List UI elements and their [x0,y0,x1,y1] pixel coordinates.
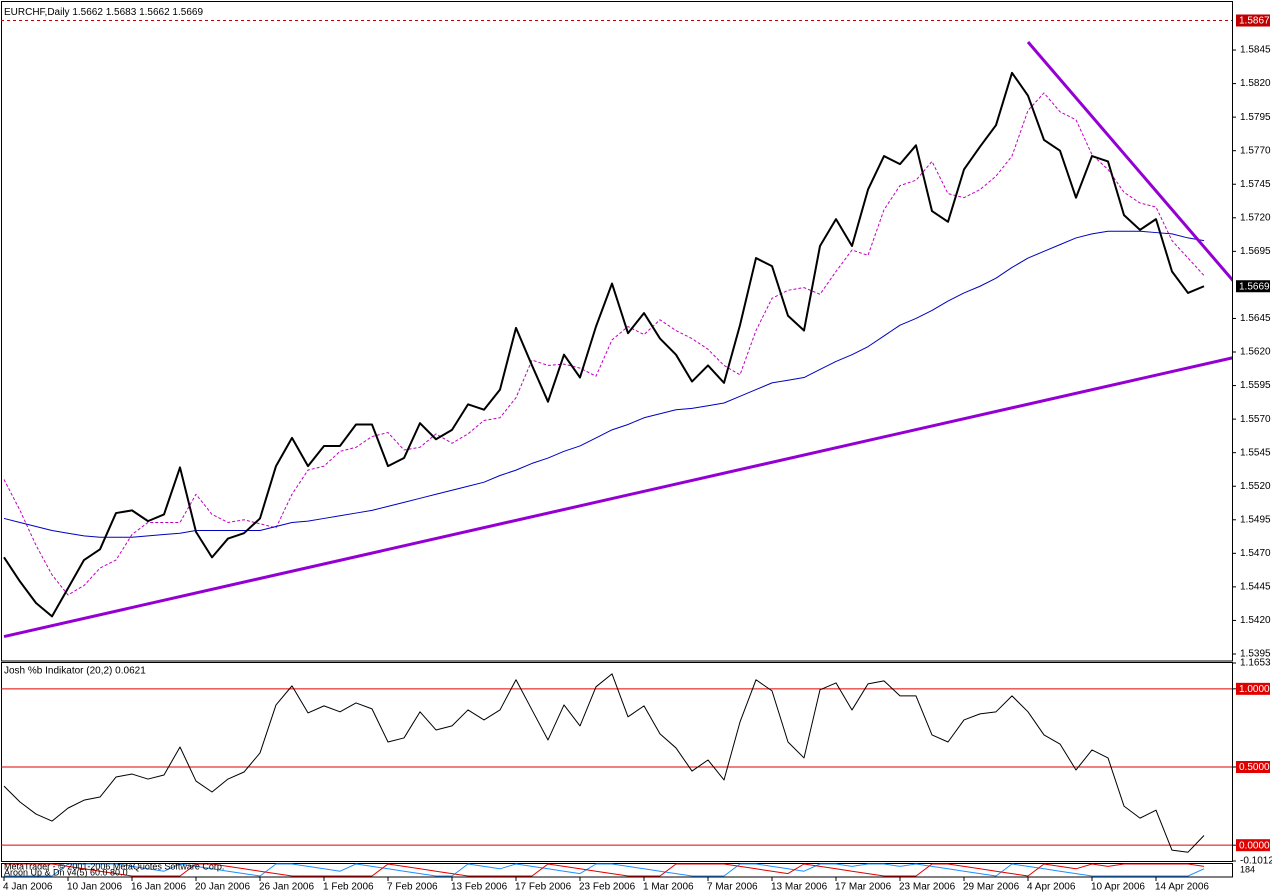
x-tick-label: 17 Mar 2006 [835,882,892,893]
x-tick-label: 4 Apr 2006 [1027,882,1076,893]
x-tick-label: 26 Jan 2006 [259,882,314,893]
x-tick-label: 1 Mar 2006 [643,882,694,893]
pane-plot [1,20,1232,639]
series-line [3,92,1205,596]
y-tick-label: 1.5545 [1240,447,1271,458]
last-price-label: 1.5669 [1239,281,1270,292]
scale-label: 184 [1240,864,1255,874]
x-tick-label: 7 Feb 2006 [387,882,438,893]
aroon-pane-frame [1,863,1233,878]
x-tick-label: 13 Feb 2006 [451,882,508,893]
last-price-box [1236,280,1270,293]
y-tick-label: 1.5745 [1240,179,1271,190]
price-label-box [1236,14,1270,27]
series-line [3,673,1205,853]
y-tick-label: 1.5645 [1240,313,1271,324]
series-line [3,230,1205,538]
pane-title: EURCHF,Daily 1.5662 1.5683 1.5662 1.5669 [4,7,203,18]
indicator-pane-frame [1,662,1233,862]
y-tick-label: 1.5695 [1240,246,1271,257]
y-tick-label: 1.5470 [1240,548,1271,559]
y-tick-label: 1.1653 [1240,658,1271,669]
trendline [1026,41,1232,282]
series-line [3,71,1205,618]
y-tick-label: 1.5570 [1240,414,1271,425]
y-tick-label: 1.5720 [1240,212,1271,223]
pane-title: Josh %b Indikator (20,2) 0.0621 [4,666,146,677]
x-tick-label: 17 Feb 2006 [515,882,572,893]
y-tick-label: -0.1012 [1240,856,1272,867]
y-tick-label: 1.5620 [1240,347,1271,358]
x-tick-label: 1 Feb 2006 [323,882,374,893]
copyright: MetaTrader - © 2001-2006 MetaQuotes Soft… [4,861,224,871]
y-tick-label: 1.5495 [1240,514,1271,525]
pane-plot [4,863,1205,877]
plot-layer: 1.5867 1.5395 1.5420 1.5445 1.5470 1.5495 1.55… [1,7,1272,893]
x-tick-label: 16 Jan 2006 [131,882,186,893]
y-tick-label: 1.5795 [1240,112,1271,123]
x-tick-label: 20 Jan 2006 [195,882,250,893]
x-tick-label: 23 Feb 2006 [579,882,636,893]
level-label-box [1236,682,1270,695]
y-tick-label: 1.5595 [1240,380,1271,391]
y-tick-label: 1.5845 [1240,45,1271,56]
x-tick-label: 4 Jan 2006 [3,882,53,893]
y-tick-label: 1.5445 [1240,582,1271,593]
y-tick-label: 1.5520 [1240,481,1271,492]
x-tick-label: 29 Mar 2006 [963,882,1020,893]
y-tick-label: 1.5420 [1240,615,1271,626]
x-tick-label: 10 Apr 2006 [1091,882,1145,893]
trendline [3,356,1232,639]
pane-title: Aroon Up & Dn v4(5) 60.0 80.0 [4,867,128,877]
main-pane-frame [1,1,1233,662]
pane-plot [1,673,1232,853]
series-line [4,863,1205,877]
y-tick-label: 1.5770 [1240,145,1271,156]
x-tick-label: 14 Apr 2006 [1155,882,1209,893]
level-label-box [1236,761,1270,774]
x-tick-label: 10 Jan 2006 [67,882,122,893]
x-tick-label: 23 Mar 2006 [899,882,956,893]
y-tick-label: 1.5820 [1240,78,1271,89]
x-tick-label: 13 Mar 2006 [771,882,828,893]
series-line [4,863,1205,877]
level-label: 0.5000 [1239,762,1270,773]
level-label: 0.0000 [1239,840,1270,851]
level-label-box [1236,839,1270,852]
x-tick-label: 7 Mar 2006 [707,882,758,893]
price-label: 1.5867 [1239,16,1270,27]
level-label: 1.0000 [1239,684,1270,695]
y-tick-label: 1.5395 [1240,649,1271,660]
